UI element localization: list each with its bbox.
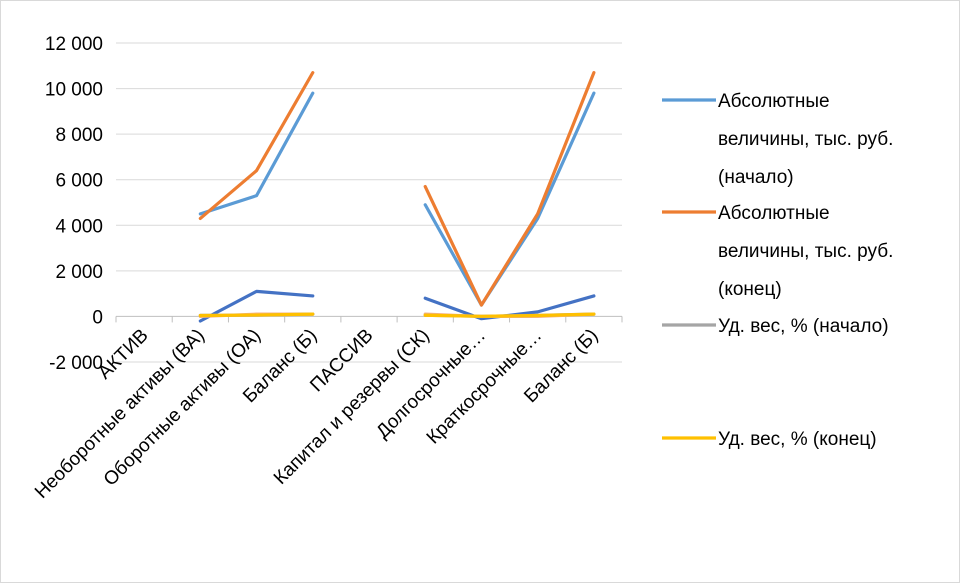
series-line-1 <box>198 91 315 216</box>
y-tick-label: 4 000 <box>55 216 103 237</box>
legend-label: Уд. вес, % (начало) <box>718 316 889 337</box>
legend-label: (начало) <box>718 167 794 188</box>
legend-label: величины, тыс. руб. <box>718 129 893 150</box>
series-line-4 <box>423 312 596 318</box>
y-tick-label: 6 000 <box>55 171 103 192</box>
y-tick-label: -2 000 <box>49 353 103 374</box>
legend-label: (конец) <box>718 279 782 300</box>
series-line-unlabeled <box>198 289 315 323</box>
series-line-2 <box>198 71 315 221</box>
y-tick-label: 12 000 <box>45 34 103 55</box>
gridlines <box>116 42 622 363</box>
series-lines <box>198 71 596 323</box>
y-axis-tick-labels: -2 000 0 2 000 4 000 6 000 8 000 10 000 12 000 <box>45 34 103 374</box>
legend-label: Абсолютные <box>718 91 830 112</box>
legend: Абсолютные величины, тыс. руб. (начало) Абс… <box>662 91 893 450</box>
legend-label: Абсолютные <box>718 203 830 224</box>
y-tick-label: 10 000 <box>45 80 103 101</box>
y-tick-label: 8 000 <box>55 125 103 146</box>
series-line-2 <box>423 71 596 307</box>
series-line-4 <box>198 312 315 318</box>
y-tick-label: 2 000 <box>55 262 103 283</box>
series-line-1 <box>423 91 596 307</box>
legend-label: Уд. вес, % (конец) <box>718 429 877 450</box>
legend-label: величины, тыс. руб. <box>718 241 893 262</box>
y-tick-label: 0 <box>92 307 103 328</box>
